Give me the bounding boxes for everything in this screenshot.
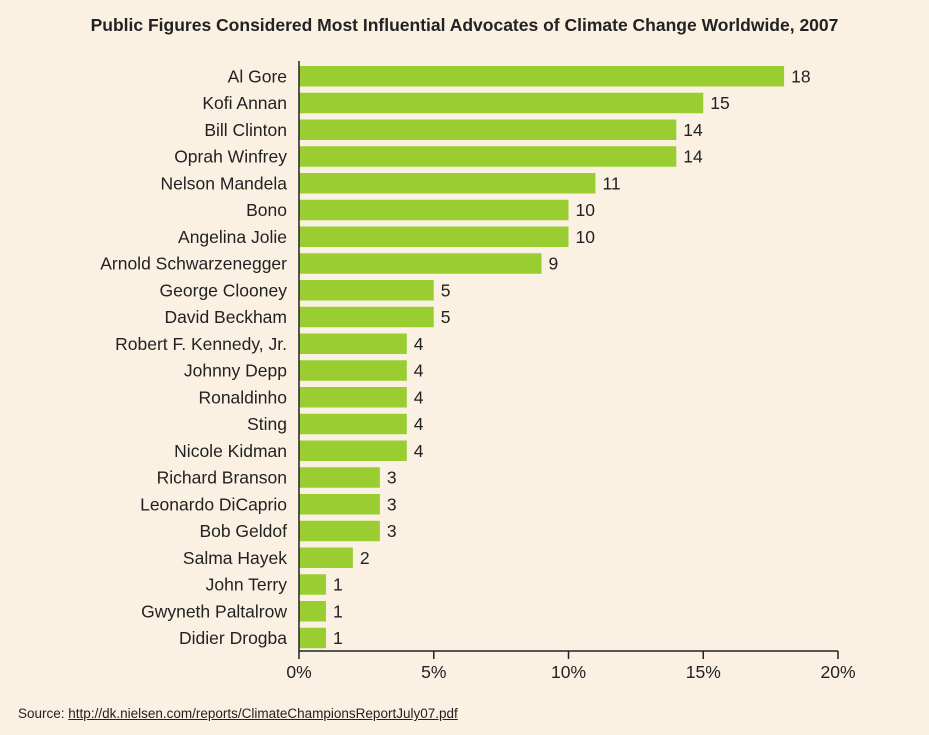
category-label: Johnny Depp	[184, 361, 287, 381]
value-label: 1	[333, 575, 343, 595]
value-label: 14	[683, 120, 703, 140]
bar	[299, 547, 353, 568]
bar	[299, 253, 542, 274]
bar	[299, 173, 596, 194]
bar	[299, 333, 407, 354]
category-label: John Terry	[206, 575, 288, 595]
bar	[299, 199, 569, 221]
value-label: 3	[387, 468, 397, 488]
x-tick-label: 0%	[286, 662, 311, 682]
bar	[299, 413, 407, 435]
category-label: Gwyneth Paltalrow	[141, 601, 287, 621]
bar	[299, 119, 677, 140]
bar	[299, 387, 407, 408]
source-label: Source:	[18, 706, 65, 721]
category-label: Salma Hayek	[183, 548, 287, 568]
value-label: 4	[414, 414, 424, 434]
x-tick-label: 15%	[686, 662, 721, 682]
value-label: 15	[710, 93, 729, 113]
category-label: Bono	[246, 200, 287, 220]
x-tick-label: 20%	[820, 662, 855, 682]
category-label: Angelina Jolie	[178, 227, 287, 247]
value-label: 10	[576, 200, 596, 220]
bar	[299, 601, 326, 622]
category-label: Kofi Annan	[202, 93, 287, 113]
category-label: Robert F. Kennedy, Jr.	[115, 334, 287, 354]
value-label: 4	[414, 387, 424, 407]
value-label: 3	[387, 521, 397, 541]
value-label: 11	[602, 173, 620, 193]
bar	[299, 574, 326, 595]
category-label: Sting	[247, 414, 287, 434]
value-label: 2	[360, 548, 370, 568]
category-label: Bob Geldof	[199, 521, 287, 541]
x-axis: 0% 5% 10% 15% 20%	[286, 61, 856, 682]
bar	[299, 280, 434, 301]
value-label: 4	[414, 334, 424, 354]
x-tick-label: 5%	[421, 662, 446, 682]
category-label: Al Gore	[228, 66, 287, 86]
category-label: Ronaldinho	[198, 387, 287, 407]
source-line: Source: http://dk.nielsen.com/reports/Cl…	[18, 706, 458, 721]
category-label: Nicole Kidman	[174, 441, 287, 461]
bar	[299, 146, 677, 167]
category-label: Leonardo DiCaprio	[140, 494, 287, 514]
bar	[299, 440, 407, 461]
category-label: Didier Drogba	[179, 628, 287, 648]
category-label: Richard Branson	[157, 468, 287, 488]
bar	[299, 306, 434, 328]
value-label: 1	[333, 601, 343, 621]
category-label: Bill Clinton	[204, 120, 287, 140]
value-label: 4	[414, 441, 424, 461]
source-link[interactable]: http://dk.nielsen.com/reports/ClimateCha…	[68, 706, 458, 721]
value-label: 9	[549, 254, 559, 274]
bar	[299, 520, 380, 542]
value-label: 5	[441, 280, 451, 300]
bar	[299, 360, 407, 381]
bar	[299, 467, 380, 488]
value-label: 10	[576, 227, 596, 247]
category-label: Oprah Winfrey	[174, 147, 287, 167]
category-label: David Beckham	[164, 307, 287, 327]
x-tick-label: 10%	[551, 662, 586, 682]
category-label: George Clooney	[160, 280, 288, 300]
value-label: 3	[387, 494, 397, 514]
chart-title: Public Figures Considered Most Influenti…	[90, 15, 839, 35]
bar	[299, 226, 569, 247]
value-label: 5	[441, 307, 451, 327]
category-label: Nelson Mandela	[161, 173, 288, 193]
value-label: 4	[414, 361, 424, 381]
value-label: 18	[791, 66, 810, 86]
category-label: Arnold Schwarzenegger	[100, 254, 287, 274]
value-label: 14	[683, 147, 703, 167]
bar	[299, 66, 785, 87]
bar	[299, 92, 704, 114]
bar	[299, 627, 326, 649]
bars-layer	[299, 66, 785, 649]
value-label: 1	[333, 628, 343, 648]
bar	[299, 494, 380, 515]
